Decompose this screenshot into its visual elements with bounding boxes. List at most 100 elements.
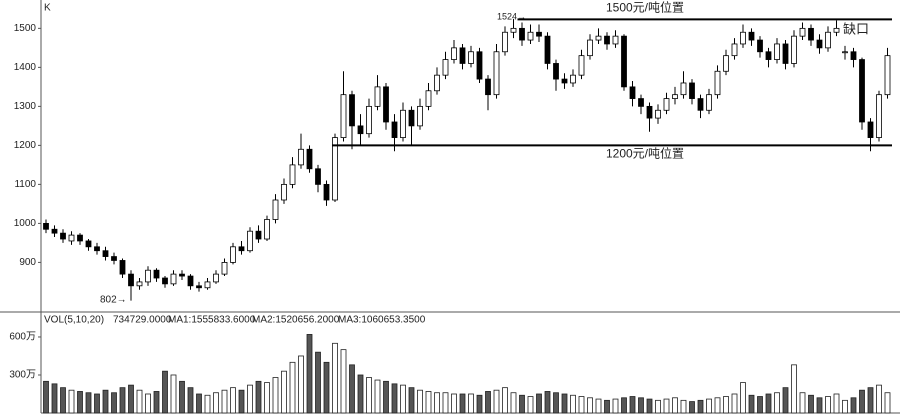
candle-body xyxy=(629,86,636,99)
candle-body xyxy=(51,228,58,234)
candle-body xyxy=(442,59,449,76)
candle-body xyxy=(289,164,296,185)
volume-bar xyxy=(816,397,823,414)
candle-body xyxy=(527,31,534,41)
volume-bar xyxy=(238,389,245,414)
candle-body xyxy=(612,35,619,45)
volume-bar xyxy=(213,392,219,414)
volume-bar xyxy=(697,399,704,414)
volume-bar xyxy=(578,396,585,414)
volume-bar xyxy=(366,377,372,414)
y-tick-label: 1100 xyxy=(14,179,36,190)
volume-bar xyxy=(731,393,738,414)
volume-bar xyxy=(476,394,483,414)
volume-header: MA3:1060653.3500 xyxy=(338,315,426,326)
volume-bar xyxy=(111,392,117,414)
candle-body xyxy=(765,51,772,60)
candle-body xyxy=(298,148,304,166)
candle-body xyxy=(391,121,398,138)
volume-bar xyxy=(561,393,568,414)
candle-body xyxy=(119,260,126,275)
candle-body xyxy=(544,35,551,64)
volume-bar xyxy=(714,397,721,414)
volume-bar xyxy=(825,396,831,414)
candle-body xyxy=(230,246,236,263)
candle-body xyxy=(748,31,755,41)
volume-bar xyxy=(94,393,100,414)
volume-bar xyxy=(570,394,576,414)
candle-body xyxy=(247,230,253,252)
candle-body xyxy=(400,109,406,138)
volume-bar xyxy=(221,389,228,414)
volume-bar xyxy=(119,387,126,414)
candle-body xyxy=(604,35,610,45)
volume-bar xyxy=(757,396,763,414)
volume-bar xyxy=(527,396,534,414)
candle-body xyxy=(731,43,738,57)
candle-body xyxy=(145,269,151,283)
candle-body xyxy=(281,183,287,201)
volume-bar xyxy=(196,393,202,414)
candle-body xyxy=(255,230,262,240)
volume-bar xyxy=(867,387,874,414)
volume-bar xyxy=(638,397,644,414)
volume-bar xyxy=(723,396,729,414)
candle-body xyxy=(799,27,806,37)
volume-bar xyxy=(298,355,304,414)
candle-body xyxy=(570,74,576,84)
volume-bar xyxy=(850,397,857,414)
volume-bar xyxy=(876,384,882,414)
candle-body xyxy=(221,262,228,275)
candle-body xyxy=(706,94,712,111)
candle-body xyxy=(340,94,347,138)
candle-body xyxy=(867,121,874,138)
volume-header: MA1:1555833.6000 xyxy=(168,315,256,326)
candle-body xyxy=(876,94,882,138)
volume-bar xyxy=(272,377,279,414)
candle-body xyxy=(60,232,66,240)
candle-body xyxy=(791,35,797,64)
volume-bar xyxy=(680,399,687,414)
candle-body xyxy=(366,105,372,135)
candle-body xyxy=(264,219,270,240)
candle-body xyxy=(179,273,185,277)
volume-bar xyxy=(442,392,449,414)
volume-bar xyxy=(281,370,287,414)
volume-bar xyxy=(485,391,491,414)
volume-bar xyxy=(77,391,83,414)
candle-body xyxy=(238,246,245,252)
candle-body xyxy=(510,27,517,33)
y-tick-label: 1000 xyxy=(14,218,37,229)
volume-bar xyxy=(136,389,143,414)
candle-body xyxy=(213,273,219,283)
y-tick-label: 1500 xyxy=(14,23,37,34)
volume-bar xyxy=(289,361,296,414)
volume-bar xyxy=(417,389,423,414)
volume-bar xyxy=(510,392,517,414)
volume-bar xyxy=(153,391,160,414)
candle-body xyxy=(587,39,593,57)
candle-body xyxy=(519,27,525,41)
volume-bar xyxy=(179,380,185,414)
candle-body xyxy=(153,269,160,279)
candle-body xyxy=(43,223,49,230)
volume-bar xyxy=(408,387,415,414)
volume-header: MA2:1520656.2000 xyxy=(252,315,340,326)
candle-body xyxy=(825,31,831,49)
volume-bar xyxy=(459,393,466,414)
candle-body xyxy=(485,78,491,96)
candle-body xyxy=(451,47,457,60)
candle-body xyxy=(102,250,109,257)
volume-bar xyxy=(765,393,772,414)
volume-bar xyxy=(587,397,593,414)
volume-bar xyxy=(468,393,474,414)
candle-body xyxy=(68,234,75,242)
candle-body xyxy=(833,27,840,33)
candle-body xyxy=(808,27,814,41)
volume-bar xyxy=(646,398,653,414)
candle-body xyxy=(306,148,313,170)
candle-body xyxy=(697,98,704,111)
volume-bar xyxy=(349,364,355,414)
volume-bar xyxy=(204,394,211,414)
gap-annotation: 缺口 xyxy=(843,21,869,36)
